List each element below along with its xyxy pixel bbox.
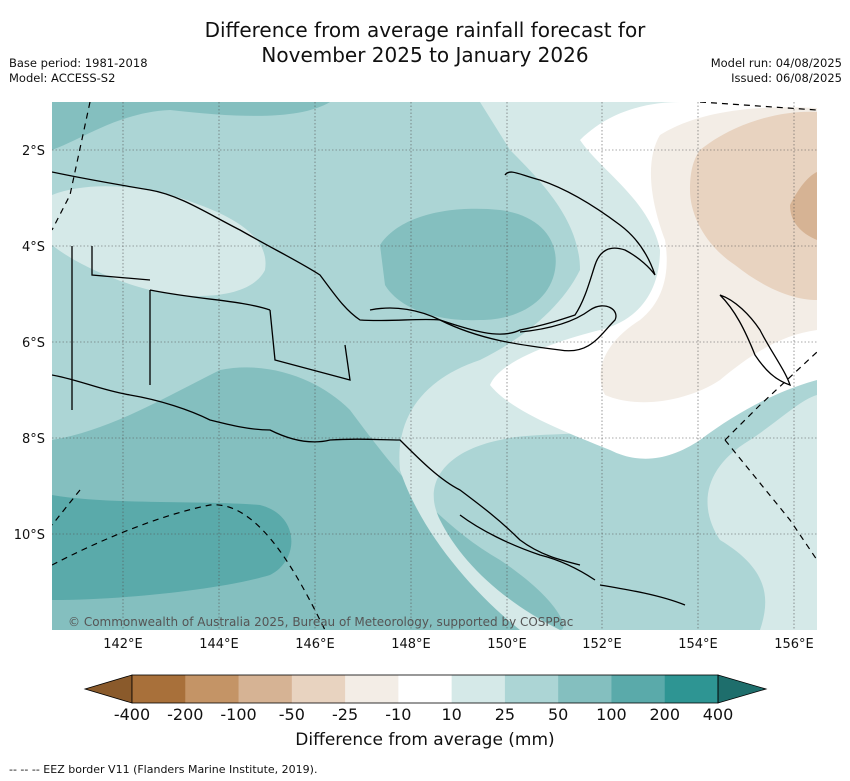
lat-tick-10s: 10°S: [14, 528, 45, 543]
colorbar-tick-label: 100: [596, 705, 627, 724]
colorbar-tick-label: 400: [703, 705, 734, 724]
lon-tick-156: 156°E: [774, 637, 814, 652]
colorbar-cell: [558, 675, 612, 703]
contour-50-100-north: [52, 102, 330, 150]
colorbar-tick-label: 25: [495, 705, 515, 724]
colorbar-cell: [451, 675, 506, 703]
title-line-2: November 2025 to January 2026: [261, 43, 589, 67]
colorbar-tick-label: -400: [114, 705, 150, 724]
colorbar-tick-label: 200: [649, 705, 680, 724]
colorbar-extend-high: [717, 674, 768, 704]
colorbar-tick-label: 50: [548, 705, 568, 724]
model-name: Model: ACCESS-S2: [9, 71, 116, 85]
colorbar-cell: [611, 675, 666, 703]
lon-tick-144: 144°E: [199, 637, 239, 652]
colorbar-frame: [131, 674, 719, 704]
meta-left: Base period: 1981-2018 Model: ACCESS-S2: [9, 56, 148, 86]
colorbar-cell: [185, 675, 240, 703]
eez-caption: -- -- -- EEZ border V11 (Flanders Marine…: [9, 763, 318, 776]
lon-tick-148: 148°E: [391, 637, 431, 652]
rainfall-map: © Commonwealth of Australia 2025, Bureau…: [52, 102, 817, 630]
lat-tick-4s: 4°S: [22, 240, 45, 255]
lon-axis: 142°E 144°E 146°E 148°E 150°E 152°E 154°…: [103, 637, 814, 652]
colorbar-cell: [504, 675, 559, 703]
colorbar-title: Difference from average (mm): [295, 730, 555, 750]
lat-tick-2s: 2°S: [22, 144, 45, 159]
chart-title: Difference from average rainfall forecas…: [0, 18, 850, 68]
lon-tick-146: 146°E: [295, 637, 335, 652]
lat-tick-6s: 6°S: [22, 336, 45, 351]
colorbar-tick-label: -10: [385, 705, 411, 724]
colorbar: -400 -200 -100 -50 -25 -10 10 25 50 100 200 400: [83, 674, 768, 724]
contour-neg25-neg50: [690, 111, 817, 300]
lon-tick-150: 150°E: [487, 637, 527, 652]
issued-date: Issued: 06/08/2025: [731, 71, 842, 85]
colorbar-tick-label: -25: [332, 705, 358, 724]
colorbar-tick-label: -200: [167, 705, 203, 724]
colorbar-cell: [398, 675, 453, 703]
contour-100-200-southwest: [52, 495, 292, 600]
meta-right: Model run: 04/08/2025 Issued: 06/08/2025: [711, 56, 842, 86]
colorbar-cell: [132, 675, 186, 703]
lon-tick-142: 142°E: [103, 637, 143, 652]
copyright-text: © Commonwealth of Australia 2025, Bureau…: [68, 615, 573, 629]
colorbar-cells: [132, 675, 719, 703]
colorbar-cell: [238, 675, 293, 703]
contour-50-100-central: [380, 208, 556, 321]
gridlines: [52, 102, 817, 630]
lon-tick-154: 154°E: [678, 637, 718, 652]
lon-tick-152: 152°E: [582, 637, 622, 652]
colorbar-extend-low: [83, 674, 133, 704]
lat-tick-8s: 8°S: [22, 432, 45, 447]
eez-borders: [52, 102, 817, 630]
colorbar-ticks: -400 -200 -100 -50 -25 -10 10 25 50 100 200 400: [114, 705, 733, 724]
base-period: Base period: 1981-2018: [9, 56, 148, 70]
contour-10-25-west: [52, 186, 266, 296]
model-run: Model run: 04/08/2025: [710, 56, 842, 70]
lat-axis: 2°S 4°S 6°S 8°S 10°S: [14, 144, 45, 543]
colorbar-cell: [664, 675, 719, 703]
colorbar-tick-label: -100: [220, 705, 256, 724]
colorbar-cell: [291, 675, 346, 703]
coastline: [52, 171, 792, 606]
colorbar-tick-label: -50: [279, 705, 305, 724]
contour-neg50-neg100: [790, 172, 817, 240]
colorbar-tick-label: 10: [441, 705, 461, 724]
colorbar-cell: [345, 675, 399, 703]
title-line-1: Difference from average rainfall forecas…: [204, 18, 646, 42]
